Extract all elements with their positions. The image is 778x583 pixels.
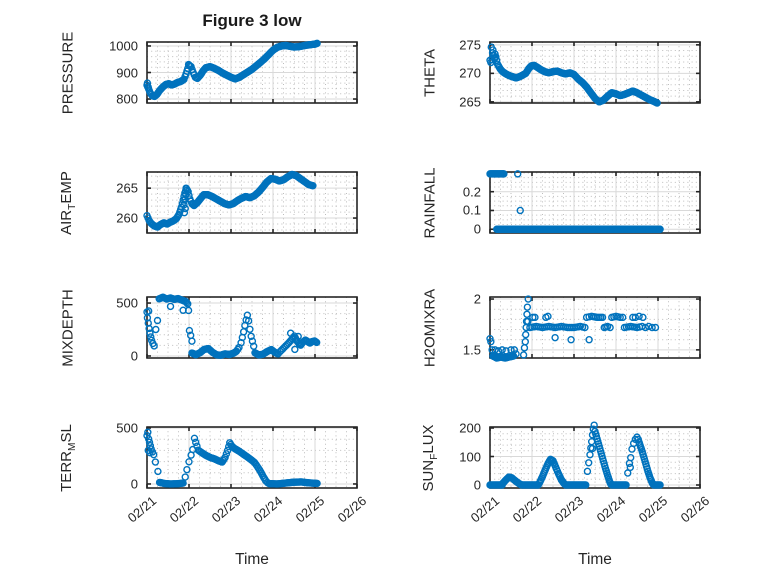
xtick-label: 02/24 [594,493,629,526]
ytick-label-pressure: 900 [116,65,138,80]
subplot-terr_msl [143,426,358,489]
ytick-label-terr_msl: 0 [130,476,138,492]
axis-box [146,296,358,359]
xtick-label: 02/22 [510,493,545,526]
subplot-h2omixra [486,295,701,362]
data-markers [143,170,317,231]
subplot-theta [486,41,701,107]
ytick-label-mixdepth: 0 [130,348,138,364]
xtick-label: 02/22 [167,493,202,526]
xlabel-time-right: Time [578,551,612,568]
xtick-label: 02/24 [251,493,286,526]
axis-box [489,296,701,359]
subplot-pressure [143,39,358,104]
axis-box [146,171,358,234]
ytick-label-air_temp: 265 [116,180,138,196]
ytick-label-pressure: 800 [116,91,138,107]
axis-box [146,41,358,104]
ytick-label-rainfall: 0.1 [462,202,481,218]
major-grid [489,297,701,358]
xtick-label: 02/26 [335,493,370,526]
subplot-rainfall [486,170,701,234]
ytick-label-terr_msl: 500 [116,420,138,436]
ytick-label-rainfall: 0.2 [462,184,481,200]
figure-title: Figure 3 low [202,11,302,30]
xtick-label: 02/23 [552,493,587,526]
ylabel-theta: THETA [421,48,439,97]
xtick-label: 02/25 [636,493,671,526]
ylabel-mixdepth: MIXDEPTH [59,288,77,367]
ytick-label-h2omixra: 2 [473,291,481,307]
subplot-mixdepth [143,293,358,359]
subplot-sun_flux [486,421,701,489]
ylabel-pressure: PRESSURE [59,31,77,114]
ytick-label-pressure: 1000 [109,38,138,54]
xtick-label: 02/25 [293,493,328,526]
xlabel-time-left: Time [235,551,269,568]
subplot-air_temp [143,170,358,234]
data-markers [143,39,321,101]
ytick-label-sun_flux: 200 [459,420,481,436]
ytick-label-mixdepth: 500 [116,295,138,311]
data-markers [486,295,660,362]
ylabel-rainfall: RAINFALL [421,167,439,238]
ytick-label-sun_flux: 100 [459,449,481,464]
ylabel-air_temp: AIRTEMP [58,170,78,235]
ytick-label-theta: 265 [459,94,481,110]
xtick-label: 02/23 [209,493,244,526]
data-markers [486,170,664,233]
xtick-label: 02/26 [678,493,713,526]
minor-grid [490,172,700,233]
data-markers [143,293,321,359]
ylabel-h2omixra: H2OMIXRA [421,288,439,367]
ylabel-sun_flux: SUNFLUX [420,423,440,492]
data-markers [486,421,664,489]
data-markers [143,428,321,488]
ylabel-terr_msl: TERRMSL [58,423,78,492]
xtick-label: 02/21 [468,493,503,526]
ytick-label-h2omixra: 1.5 [462,342,481,358]
minor-grid [147,172,357,233]
ytick-label-theta: 270 [459,65,481,81]
xtick-label: 02/21 [125,493,160,526]
ytick-label-theta: 275 [459,37,481,53]
data-markers [486,43,661,107]
minor-grid [147,297,357,358]
ytick-label-rainfall: 0 [473,221,481,237]
ytick-label-sun_flux: 0 [473,477,481,493]
ytick-label-air_temp: 260 [116,210,138,226]
